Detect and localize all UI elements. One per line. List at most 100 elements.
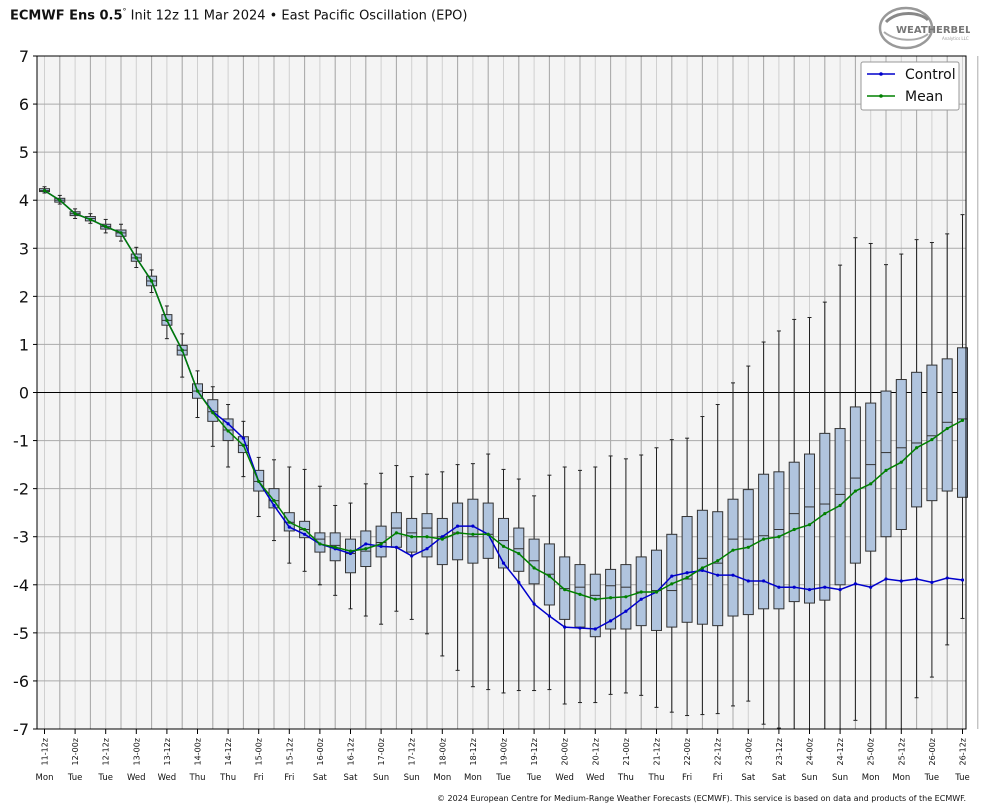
box-iqr: [849, 406, 861, 564]
series-mean-point: [211, 411, 215, 415]
box-iqr: [804, 453, 815, 604]
x-tick-label: 13-12z: [163, 738, 172, 765]
series-mean-point: [425, 535, 429, 539]
series-control-point: [807, 587, 812, 592]
box-iqr: [712, 511, 724, 627]
box-plot: [589, 466, 601, 704]
series-control-point: [226, 422, 230, 426]
series-mean-point: [257, 479, 261, 484]
box-plot: [911, 239, 923, 699]
series-mean-point: [716, 559, 720, 563]
chart-subtitle: Init 12z 11 Mar 2024 • East Pacific Osci…: [130, 8, 468, 24]
x-tick-label: 12-12z: [102, 738, 111, 765]
x-day-label: Wed: [555, 773, 574, 783]
series-mean-point: [394, 531, 398, 535]
x-tick-label: 14-12z: [224, 738, 233, 765]
series-mean-point: [563, 587, 567, 592]
series-control-point: [930, 580, 934, 584]
box-iqr: [773, 471, 785, 610]
series-mean-point: [731, 548, 735, 552]
series-mean-point: [838, 503, 842, 508]
series-mean-point: [869, 482, 873, 486]
box-plot: [773, 330, 785, 729]
x-day-label: Sun: [404, 773, 420, 783]
x-day-label: Wed: [127, 773, 146, 783]
x-tick-label: 26-12z: [959, 738, 968, 765]
x-day-label: Sun: [373, 773, 389, 783]
series-control-point: [685, 571, 689, 575]
box-iqr: [926, 364, 938, 502]
series-mean-point: [609, 596, 613, 600]
box-iqr: [482, 502, 494, 559]
x-tick-label: 16-12z: [347, 738, 356, 765]
series-control-point: [593, 627, 597, 631]
series-control-point: [777, 585, 781, 589]
box-plot: [758, 341, 770, 725]
x-day-label: Mon: [862, 773, 880, 783]
box-plot: [345, 502, 356, 610]
series-mean-point: [654, 590, 659, 594]
series-control-point: [348, 551, 353, 556]
box-plot: [543, 474, 555, 691]
x-tick-label: 20-12z: [591, 738, 600, 765]
box-iqr: [911, 371, 923, 508]
series-lines: [42, 189, 965, 631]
box-iqr: [880, 390, 892, 538]
logo-text: WEATHERBELL: [896, 25, 970, 36]
series-mean-point: [241, 443, 245, 447]
series-control-point: [532, 602, 536, 606]
y-tick-label: -7: [13, 720, 29, 739]
box-plot: [712, 404, 724, 715]
x-tick-label: 14-00z: [194, 738, 203, 765]
weatherbell-logo: WEATHERBELL Analytics LLC: [878, 6, 970, 50]
series-mean-point: [624, 595, 628, 599]
model-name: ECMWF Ens 0.5: [10, 8, 123, 24]
box-plot: [681, 437, 693, 717]
x-tick-label: 26-00z: [928, 738, 937, 765]
series-mean-point: [930, 438, 934, 442]
box-iqr: [375, 525, 387, 558]
y-tick-label: 3: [19, 239, 29, 258]
x-tick-label: 11-12z: [41, 738, 50, 765]
series-control-point: [609, 619, 613, 623]
box-iqr: [941, 358, 953, 492]
series-mean-point: [134, 256, 138, 260]
x-day-label: Wed: [586, 773, 605, 783]
box-iqr: [727, 498, 739, 617]
box-plot: [865, 242, 877, 730]
x-day-label: Tue: [97, 773, 113, 783]
series-mean-point: [685, 575, 689, 580]
x-day-label: Fri: [682, 773, 692, 783]
x-day-label: Sun: [801, 773, 817, 783]
box-plot: [528, 495, 540, 692]
x-day-label: Mon: [433, 773, 451, 783]
box-plot: [880, 264, 892, 730]
series-control-point: [471, 524, 475, 528]
series-control-point: [578, 626, 582, 630]
series-control-point: [456, 524, 460, 528]
y-tick-label: 7: [19, 47, 29, 66]
x-tick-label: 24-00z: [806, 738, 815, 765]
copyright-text: © 2024 European Centre for Medium-Range …: [437, 794, 966, 803]
legend-marker: [879, 72, 883, 76]
series-mean-point: [165, 318, 169, 322]
x-day-label: Sat: [313, 773, 328, 783]
series-mean-point: [578, 592, 582, 597]
x-day-label: Tue: [495, 773, 511, 783]
series-mean-point: [639, 590, 643, 594]
series-mean-point: [746, 545, 750, 549]
series-mean-point: [42, 189, 47, 193]
x-tick-label: 20-00z: [561, 738, 570, 765]
series-mean-point: [333, 545, 337, 549]
x-tick-label: 24-12z: [836, 738, 845, 765]
series-control-point: [899, 579, 903, 583]
series-mean-point: [762, 537, 766, 541]
y-tick-label: 1: [19, 335, 29, 354]
series-control-point: [853, 582, 858, 586]
box-plot: [727, 382, 739, 707]
x-day-label: Mon: [892, 773, 910, 783]
series-control-point: [440, 535, 444, 539]
x-day-label: Mon: [36, 773, 54, 783]
series-control-point: [394, 545, 398, 549]
